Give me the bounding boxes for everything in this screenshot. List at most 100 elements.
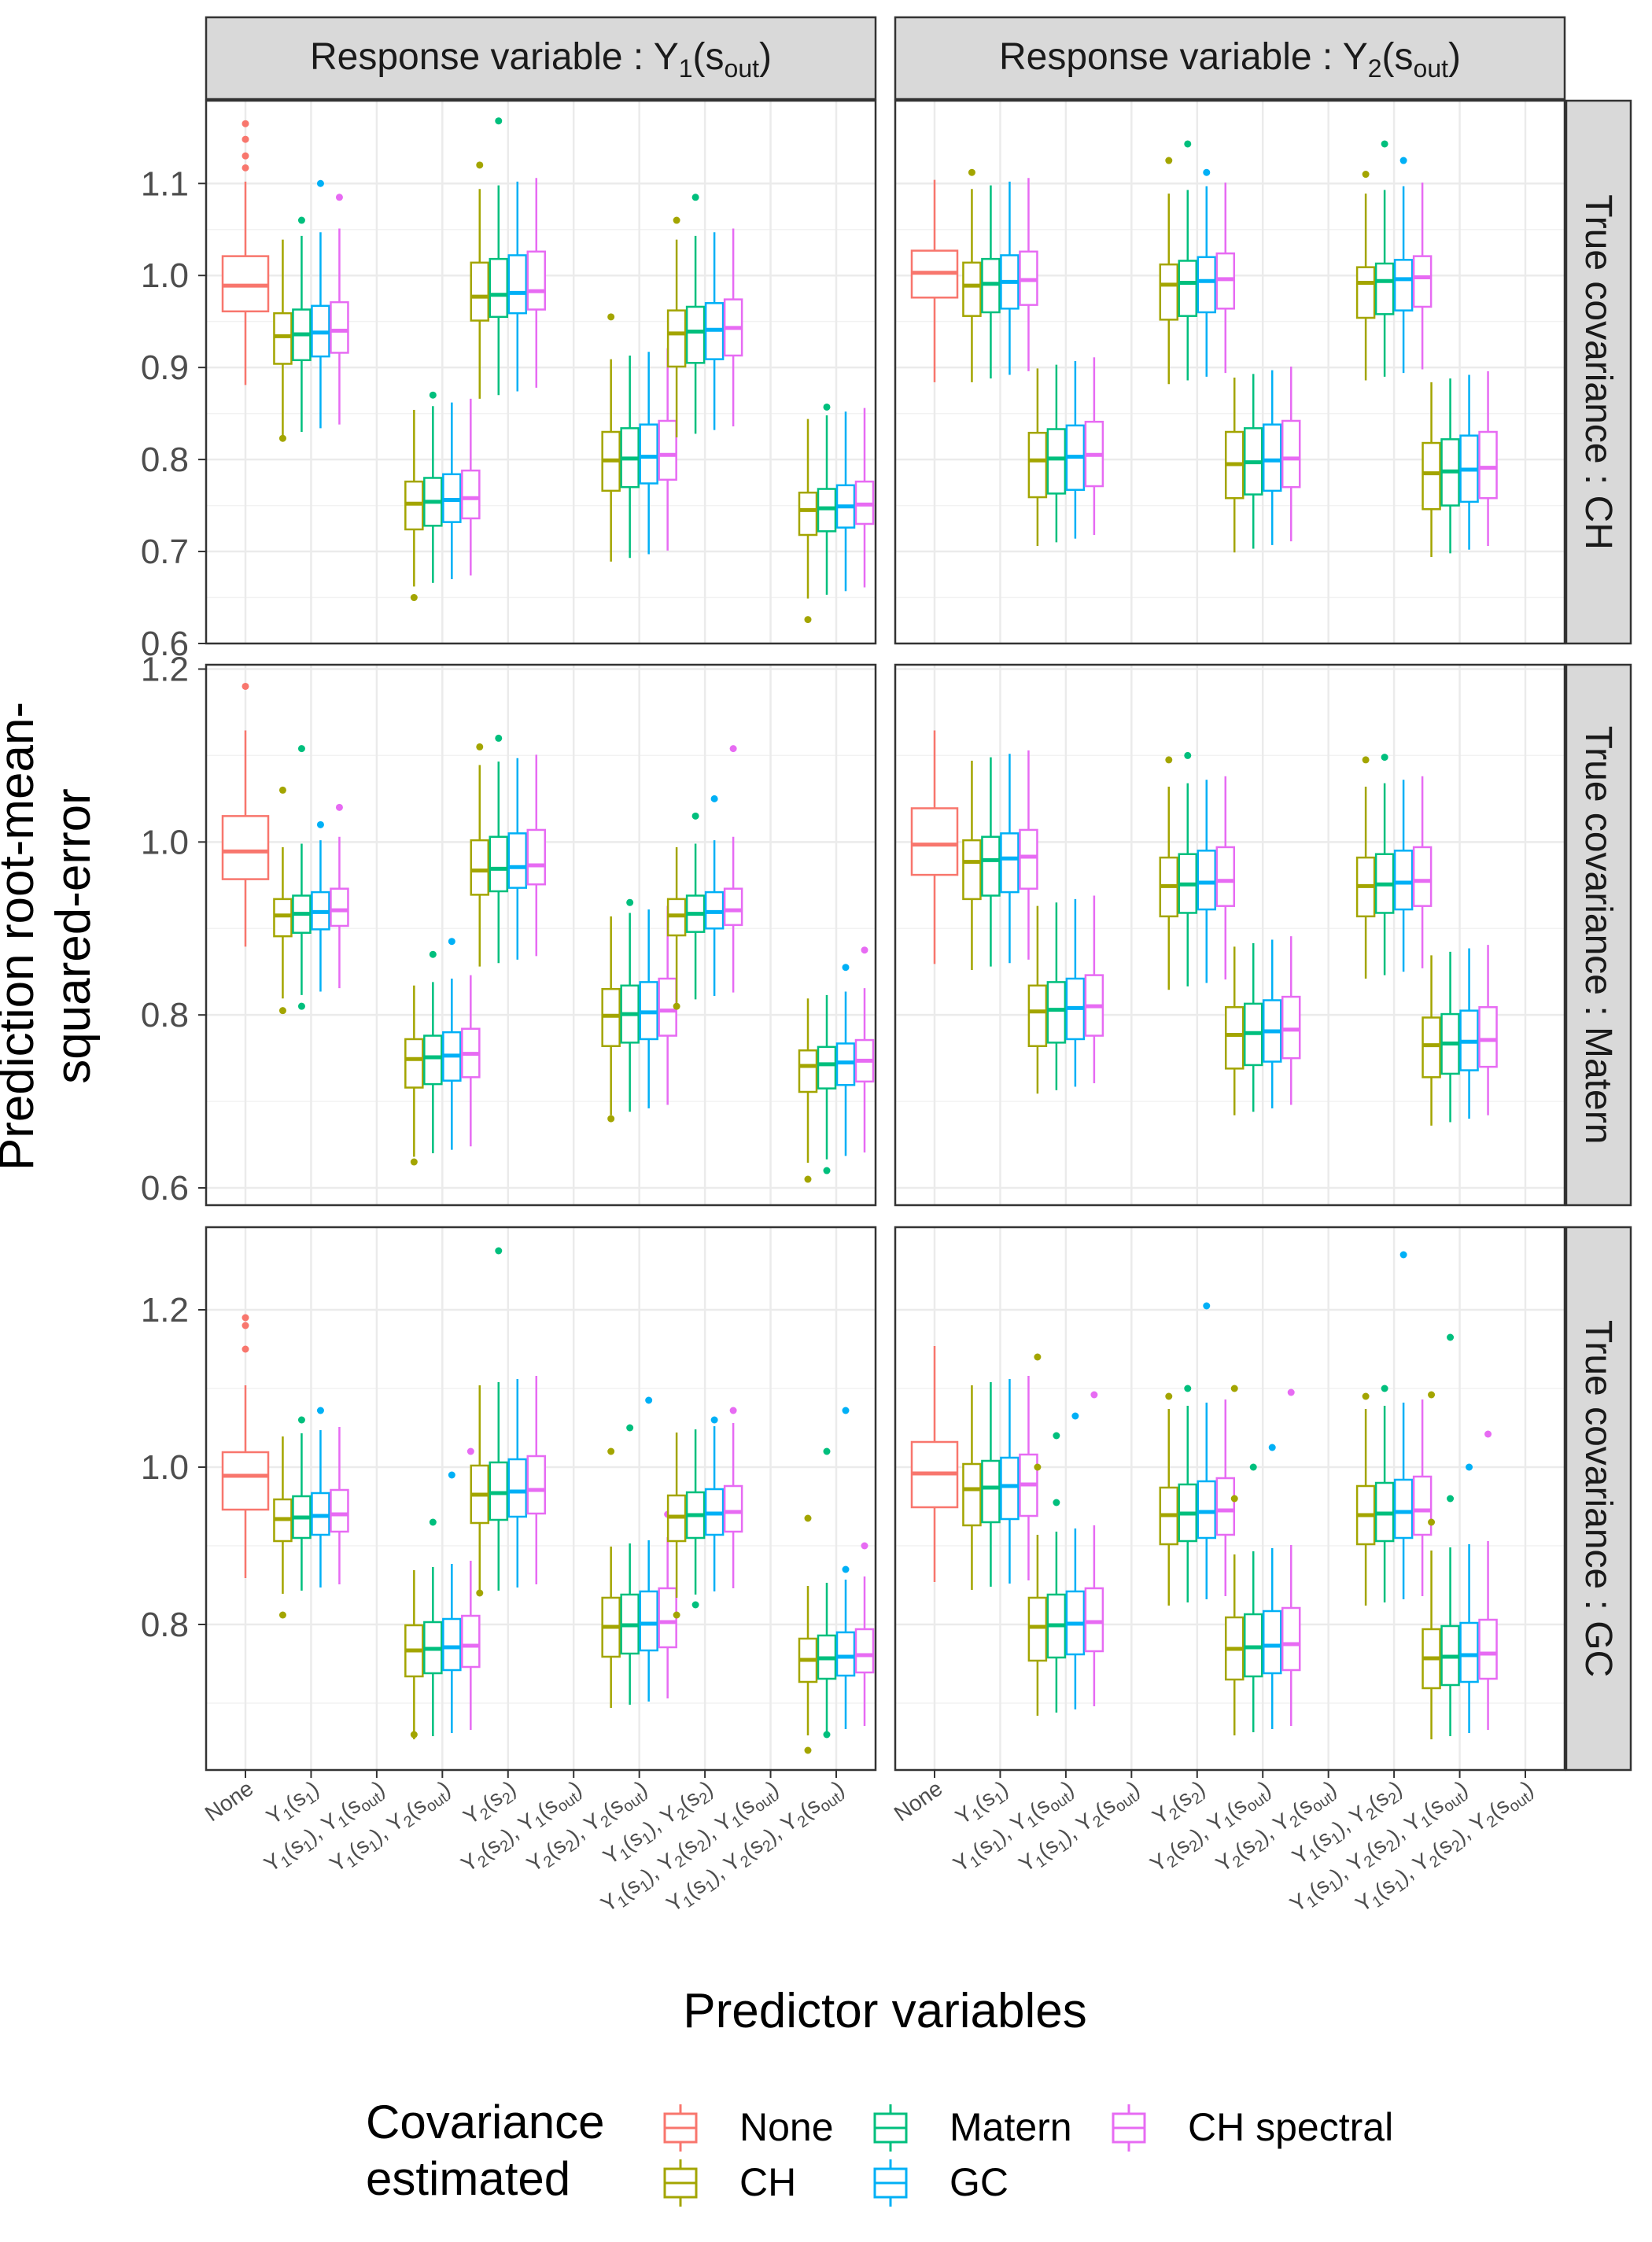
boxplot-gc — [704, 232, 725, 430]
boxplot-ch-spectral — [1478, 1541, 1498, 1730]
outlier-point — [823, 1731, 831, 1739]
boxplot-ch-spectral — [1215, 776, 1236, 980]
y-axis-title: Prediction root-mean-squared-error — [0, 702, 101, 1171]
boxplot-matern — [685, 235, 706, 434]
boxplot-ch-spectral — [1478, 945, 1498, 1115]
outlier-point — [673, 216, 680, 224]
box-iqr — [1262, 1610, 1282, 1675]
outlier-point — [1230, 1385, 1238, 1392]
boxplot-none — [221, 1314, 270, 1578]
boxplot-ch-spectral — [1412, 1399, 1433, 1596]
y-tick-label: 0.8 — [141, 441, 189, 479]
facet-panel — [894, 663, 1566, 1207]
row-strips: True covariance : CH True covariance : Ma… — [1565, 99, 1632, 1772]
outlier-point — [316, 1407, 324, 1414]
boxplot-ch-spectral — [461, 1561, 481, 1730]
column-strip-label: Response variable : Y1(sout) — [310, 36, 772, 83]
boxplot-gc — [1197, 780, 1217, 983]
boxplot-matern — [1440, 951, 1460, 1123]
boxplot-matern — [981, 1382, 1001, 1587]
box-iqr — [1197, 256, 1217, 314]
box-iqr — [330, 301, 349, 354]
boxplot-gc — [835, 1580, 856, 1729]
box-iqr — [1084, 1587, 1104, 1653]
boxplot-matern — [292, 235, 312, 433]
outlier-point — [476, 1589, 484, 1597]
box-iqr — [723, 887, 743, 927]
outlier-point — [429, 950, 437, 958]
outlier-point — [1268, 1444, 1276, 1451]
boxplot-ch — [1027, 905, 1048, 1094]
boxplot-gc — [704, 1426, 725, 1591]
column-strips: Response variable : Y1(sout) Response var… — [205, 16, 1566, 101]
panel-border — [205, 99, 877, 645]
boxplot-matern — [292, 843, 312, 995]
x-axis-title: Predictor variables — [683, 1984, 1086, 2038]
facet-panel — [894, 1226, 1566, 1772]
boxplot-gc — [442, 402, 462, 580]
box-iqr — [273, 312, 293, 365]
outlier-point — [1447, 1333, 1455, 1341]
boxplot-ch-spectral — [1019, 178, 1038, 371]
y-tick-label: 1.0 — [141, 823, 189, 861]
box-iqr — [489, 257, 509, 319]
outlier-point — [691, 194, 699, 201]
strip-text-subscript-out: out — [725, 54, 760, 83]
box-iqr — [507, 254, 528, 315]
boxplot-gc — [311, 1430, 330, 1587]
row-strip-background — [1565, 99, 1632, 645]
facet-panel — [205, 663, 877, 1207]
facet-panel — [894, 99, 1566, 645]
boxplot-matern — [489, 1382, 509, 1591]
box-iqr — [685, 305, 706, 364]
boxplot-ch-spectral — [1281, 936, 1301, 1105]
legend-key-ch: CH — [663, 2159, 796, 2207]
boxplot-gc — [1000, 1379, 1020, 1584]
outlier-point — [1184, 751, 1192, 759]
outlier-point — [710, 1416, 718, 1424]
outlier-point — [1287, 1388, 1295, 1396]
boxplot-ch-spectral — [526, 1376, 547, 1584]
row-strip-background — [1565, 663, 1632, 1207]
outlier-point — [673, 1611, 680, 1619]
box-iqr — [1393, 259, 1414, 312]
box-iqr — [507, 832, 528, 889]
boxplot-gc — [835, 991, 856, 1156]
outlier-point — [1484, 1430, 1492, 1438]
boxplot-gc — [1197, 186, 1217, 377]
legend-label: CH — [739, 2160, 796, 2204]
outlier-point — [242, 120, 249, 127]
boxplot-ch-spectral — [1215, 1399, 1236, 1596]
legend-label: Matern — [950, 2105, 1072, 2149]
box-iqr — [798, 491, 818, 537]
outlier-point — [1399, 1251, 1407, 1259]
boxplot-gc — [311, 232, 330, 429]
boxplot-gc — [835, 411, 856, 592]
boxplot-ch — [1027, 1535, 1048, 1716]
strip-text-prefix: Response variable : Y — [999, 36, 1368, 78]
outlier-point — [476, 743, 484, 750]
boxplot-ch — [666, 1433, 687, 1598]
outlier-point — [1249, 1463, 1257, 1471]
outlier-point — [645, 1396, 653, 1404]
outlier-point — [1381, 754, 1388, 761]
box-iqr — [221, 815, 270, 880]
boxplot-matern — [685, 843, 706, 1000]
boxplot-ch-spectral — [854, 407, 875, 588]
panel-background — [895, 101, 1565, 643]
boxplot-ch-spectral — [330, 836, 349, 989]
outlier-point — [1053, 1432, 1060, 1440]
outlier-point — [495, 117, 503, 125]
box-iqr — [1027, 984, 1048, 1047]
boxplot-gc — [442, 1564, 462, 1733]
boxplot-ch — [404, 409, 424, 587]
boxplot-gc — [639, 1540, 658, 1702]
boxplot-matern — [1440, 1547, 1460, 1736]
facet-panels — [205, 99, 1566, 1772]
box-iqr — [1197, 1480, 1217, 1540]
boxplot-ch-spectral — [723, 228, 743, 426]
box-iqr — [910, 807, 959, 876]
boxplot-matern — [292, 1433, 312, 1591]
boxplot-gc — [1262, 939, 1282, 1108]
box-iqr — [1281, 995, 1301, 1060]
